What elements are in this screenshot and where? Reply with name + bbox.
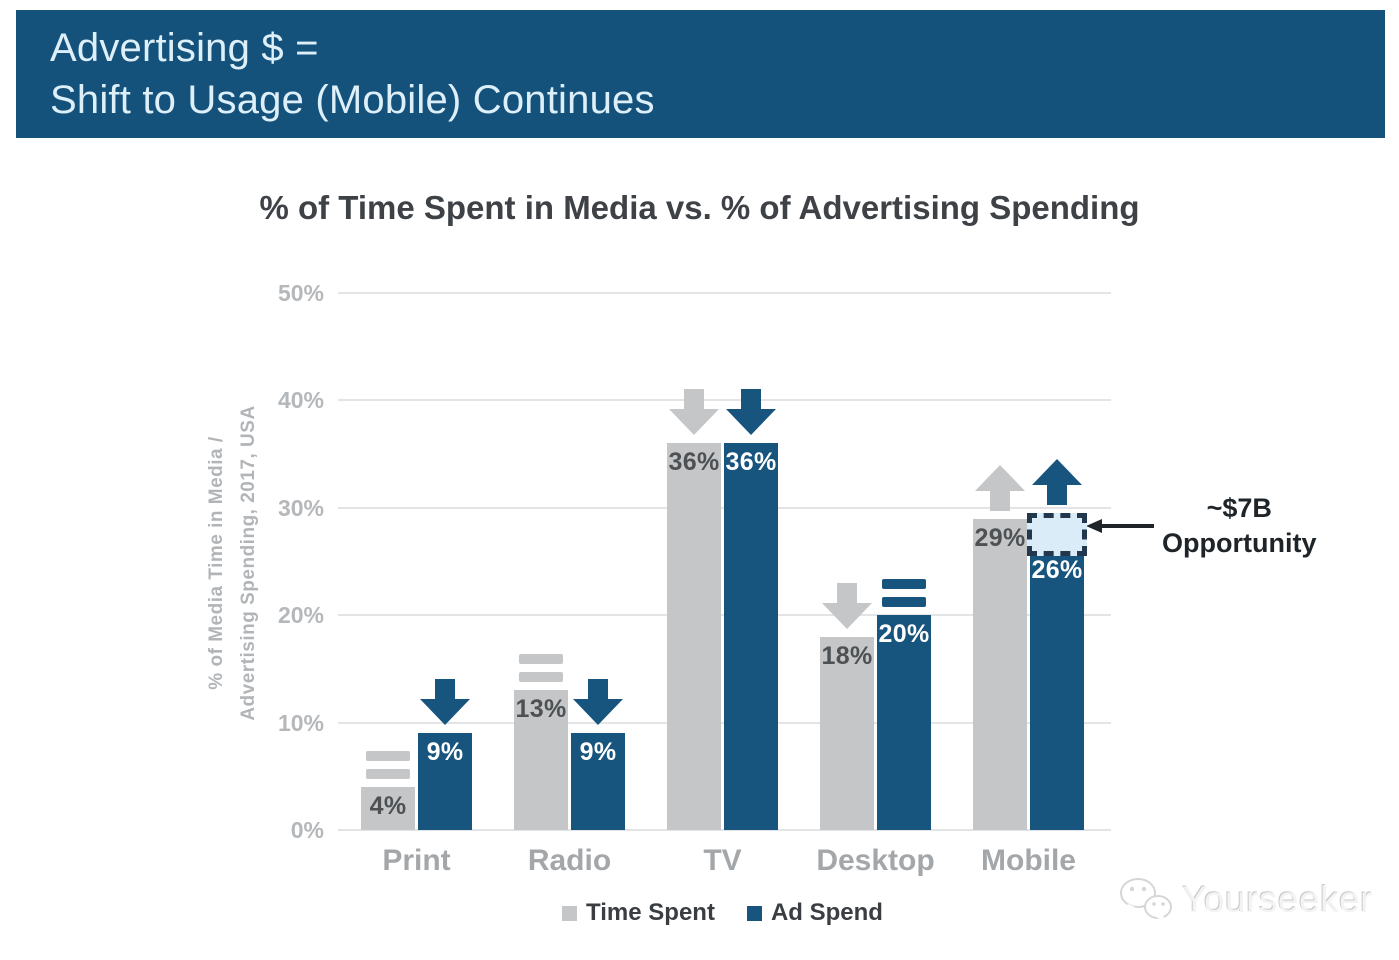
bar-group-print: 4% 9% — [340, 293, 493, 830]
header-title-line1: Advertising $ = — [50, 26, 319, 70]
bar-value-label: 36% — [725, 448, 777, 477]
arrow-up-icon — [975, 464, 1025, 511]
bar-print-ad-spend: 9% — [418, 679, 472, 830]
bar-desktop-ad-spend: 20% — [877, 579, 931, 830]
bar-desktop-time-spent: 18% — [820, 582, 874, 830]
bar-radio-time-spent: 13% — [514, 654, 568, 830]
opportunity-gap-box — [1027, 512, 1087, 556]
y-tick-label: 20% — [277, 602, 324, 629]
arrow-down-icon — [726, 389, 776, 436]
watermark: Yourseeker — [1117, 876, 1373, 924]
y-tick-label: 10% — [277, 709, 324, 736]
category-label-print: Print — [382, 844, 451, 877]
category-label-radio: Radio — [527, 844, 612, 877]
y-axis-label: % of Media Time in Media / Advertising S… — [201, 405, 265, 720]
watermark-text: Yourseeker — [1182, 879, 1373, 920]
arrow-up-icon — [1032, 458, 1082, 505]
equals-icon — [366, 751, 410, 780]
bar-value-label: 4% — [369, 792, 407, 821]
bar-group-tv: 36% 36% — [646, 293, 799, 830]
header-title-line2: Shift to Usage (Mobile) Continues — [50, 78, 655, 122]
arrow-down-icon — [669, 389, 719, 436]
bar-group-radio: 13% 9% — [493, 293, 646, 830]
legend-item-ad-spend: Ad Spend — [746, 899, 883, 927]
bar-print-time-spent: 4% — [361, 751, 415, 830]
y-tick-label: 50% — [277, 280, 324, 306]
bar-value-label: 9% — [426, 738, 464, 767]
gridline-0 — [338, 829, 1111, 831]
category-label-tv: TV — [703, 844, 742, 877]
bar-value-label: 26% — [1031, 555, 1083, 584]
header-banner: Advertising $ = Shift to Usage (Mobile) … — [16, 10, 1385, 138]
arrow-down-icon — [822, 582, 872, 629]
gridline-40 — [338, 399, 1111, 402]
bar-value-label: 18% — [821, 641, 873, 670]
category-axis: Print Radio TV Desktop Mobile — [340, 844, 1105, 878]
legend: Time Spent Ad Spend — [340, 899, 1105, 927]
equals-icon — [882, 579, 926, 608]
chart-title: % of Time Spent in Media vs. % of Advert… — [259, 189, 1140, 226]
y-axis-label-line1: % of Media Time in Media / — [206, 436, 227, 690]
arrow-down-icon — [573, 679, 623, 726]
bar-group-desktop: 18% 20% — [799, 293, 952, 830]
y-axis-label-line2: Advertising Spending, 2017, USA — [238, 405, 259, 721]
opportunity-annotation: ~$7B Opportunity — [1086, 491, 1316, 561]
bar-value-label: 13% — [515, 695, 567, 724]
equals-icon — [519, 654, 563, 683]
legend-swatch — [746, 905, 762, 921]
opportunity-text: ~$7B Opportunity — [1162, 491, 1316, 561]
category-label-desktop: Desktop — [816, 844, 935, 877]
bar-value-label: 9% — [579, 738, 617, 767]
bar-value-label: 20% — [878, 620, 930, 649]
bar-value-label: 36% — [668, 448, 720, 477]
legend-item-time-spent: Time Spent — [562, 899, 715, 927]
opportunity-label: Opportunity — [1162, 528, 1317, 558]
opportunity-value: ~$7B — [1206, 493, 1272, 523]
y-tick-label: 40% — [277, 387, 324, 414]
bar-group-mobile: 29% 26% — [952, 293, 1105, 830]
legend-label: Time Spent — [586, 899, 715, 926]
bar-value-label: 29% — [974, 523, 1026, 552]
arrow-left-icon — [1086, 519, 1154, 533]
bar-tv-ad-spend: 36% — [724, 389, 778, 830]
legend-label: Ad Spend — [770, 899, 883, 926]
y-tick-label: 30% — [277, 494, 324, 521]
category-label-mobile: Mobile — [981, 844, 1076, 877]
bar-groups: 4% 9% 13% 9% 36% 36% 18% 20% 29% 26% — [340, 293, 1105, 830]
chat-bubbles-icon — [1120, 878, 1173, 923]
bar-radio-ad-spend: 9% — [571, 679, 625, 830]
plot-area: 4% 9% 13% 9% 36% 36% 18% 20% 29% 26% 50%… — [278, 282, 1111, 842]
legend-swatch — [562, 905, 578, 921]
bar-tv-time-spent: 36% — [667, 389, 721, 830]
gridline-50 — [338, 292, 1111, 294]
arrow-down-icon — [420, 679, 470, 726]
y-tick-label: 0% — [290, 817, 324, 843]
bar-mobile-ad-spend: 26% — [1027, 458, 1087, 830]
bar-mobile-time-spent: 29% — [973, 464, 1027, 830]
